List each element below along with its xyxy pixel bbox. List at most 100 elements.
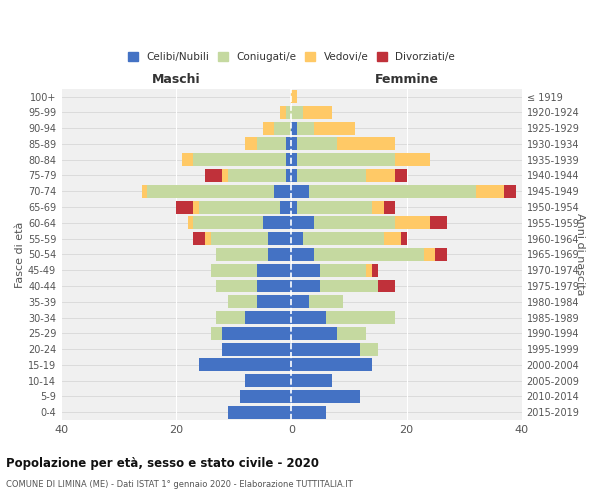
Bar (383, 200, 395, 213)
Bar (337, 138, 395, 150)
Bar (228, 296, 257, 308)
Bar (286, 106, 292, 119)
Bar (314, 248, 424, 261)
Bar (193, 153, 286, 166)
Bar (193, 216, 263, 230)
Bar (401, 232, 407, 245)
Bar (188, 216, 193, 230)
Bar (199, 200, 280, 213)
Bar (228, 406, 292, 418)
Bar (292, 342, 361, 355)
Bar (314, 122, 355, 134)
Bar (320, 264, 366, 276)
Bar (182, 153, 193, 166)
Y-axis label: Fasce di età: Fasce di età (15, 221, 25, 288)
Bar (378, 280, 395, 292)
Bar (292, 200, 297, 213)
Bar (211, 264, 257, 276)
Bar (337, 327, 366, 340)
Bar (372, 264, 378, 276)
Bar (314, 216, 395, 230)
Bar (217, 280, 257, 292)
Bar (303, 106, 332, 119)
Bar (292, 138, 297, 150)
Bar (395, 169, 407, 182)
Bar (228, 169, 286, 182)
Bar (274, 185, 292, 198)
Bar (211, 327, 222, 340)
Bar (222, 327, 292, 340)
Bar (274, 122, 292, 134)
Bar (286, 169, 292, 182)
Bar (303, 232, 383, 245)
Bar (292, 122, 297, 134)
Bar (211, 232, 268, 245)
Bar (292, 169, 297, 182)
Bar (286, 153, 292, 166)
Bar (280, 106, 286, 119)
Bar (257, 296, 292, 308)
Bar (222, 342, 292, 355)
Bar (142, 185, 148, 198)
Bar (268, 248, 292, 261)
Bar (222, 169, 228, 182)
Bar (286, 138, 292, 150)
Legend: Celibi/Nubili, Coniugati/e, Vedovi/e, Divorziati/e: Celibi/Nubili, Coniugati/e, Vedovi/e, Di… (124, 48, 459, 66)
Bar (292, 358, 372, 372)
Bar (292, 248, 314, 261)
Text: Popolazione per età, sesso e stato civile - 2020: Popolazione per età, sesso e stato civil… (6, 458, 319, 470)
Bar (476, 185, 505, 198)
Bar (292, 264, 320, 276)
Bar (320, 280, 378, 292)
Bar (292, 327, 337, 340)
Bar (193, 200, 199, 213)
Bar (292, 90, 297, 103)
Bar (239, 390, 292, 403)
Bar (292, 232, 303, 245)
Y-axis label: Anni di nascita: Anni di nascita (575, 213, 585, 296)
Bar (176, 200, 193, 213)
Bar (297, 169, 366, 182)
Bar (292, 216, 314, 230)
Bar (424, 248, 436, 261)
Bar (245, 138, 257, 150)
Bar (280, 200, 292, 213)
Bar (430, 216, 447, 230)
Bar (257, 264, 292, 276)
Bar (263, 216, 292, 230)
Bar (297, 200, 372, 213)
Bar (366, 264, 372, 276)
Bar (217, 248, 268, 261)
Bar (297, 122, 314, 134)
Bar (292, 153, 297, 166)
Bar (383, 232, 401, 245)
Bar (257, 138, 286, 150)
Bar (292, 374, 332, 387)
Bar (205, 169, 222, 182)
Bar (263, 122, 274, 134)
Bar (245, 374, 292, 387)
Bar (257, 280, 292, 292)
Bar (308, 296, 343, 308)
Bar (361, 342, 378, 355)
Bar (292, 280, 320, 292)
Bar (217, 311, 245, 324)
Text: COMUNE DI LIMINA (ME) - Dati ISTAT 1° gennaio 2020 - Elaborazione TUTTITALIA.IT: COMUNE DI LIMINA (ME) - Dati ISTAT 1° ge… (6, 480, 353, 489)
Bar (436, 248, 447, 261)
Bar (199, 358, 292, 372)
Bar (205, 232, 211, 245)
Bar (292, 406, 326, 418)
Bar (292, 296, 308, 308)
Bar (292, 390, 361, 403)
Bar (308, 185, 476, 198)
Bar (395, 153, 430, 166)
Bar (292, 311, 326, 324)
Bar (505, 185, 516, 198)
Bar (326, 311, 395, 324)
Bar (292, 185, 308, 198)
Text: Maschi: Maschi (152, 72, 200, 86)
Bar (148, 185, 274, 198)
Bar (297, 138, 337, 150)
Bar (366, 169, 395, 182)
Bar (268, 232, 292, 245)
